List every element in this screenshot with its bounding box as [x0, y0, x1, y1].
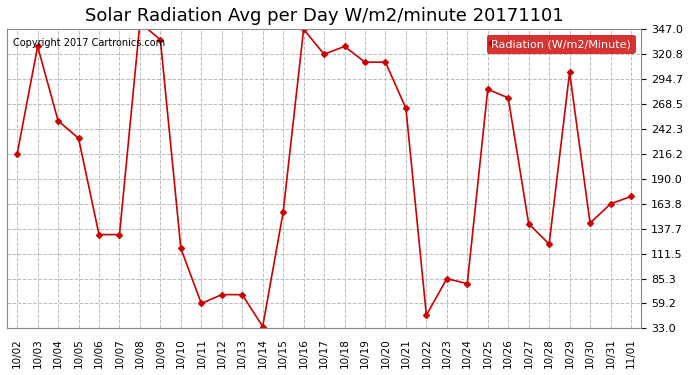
Radiation (W/m2/Minute) [382, 60, 390, 64]
Line: Radiation (W/m2/Minute): Radiation (W/m2/Minute) [15, 21, 633, 328]
Radiation (W/m2/Minute) [177, 246, 185, 250]
Radiation (W/m2/Minute) [340, 44, 348, 49]
Radiation (W/m2/Minute) [504, 96, 513, 100]
Radiation (W/m2/Minute) [443, 276, 451, 281]
Radiation (W/m2/Minute) [484, 87, 492, 92]
Radiation (W/m2/Minute) [627, 194, 635, 199]
Radiation (W/m2/Minute) [75, 136, 83, 141]
Radiation (W/m2/Minute) [217, 292, 226, 297]
Radiation (W/m2/Minute) [463, 281, 471, 286]
Radiation (W/m2/Minute) [361, 60, 369, 64]
Radiation (W/m2/Minute) [545, 242, 553, 246]
Radiation (W/m2/Minute) [95, 232, 104, 237]
Radiation (W/m2/Minute) [422, 313, 431, 317]
Radiation (W/m2/Minute) [197, 301, 206, 306]
Radiation (W/m2/Minute) [320, 52, 328, 57]
Radiation (W/m2/Minute) [156, 38, 164, 42]
Legend: Radiation (W/m2/Minute): Radiation (W/m2/Minute) [487, 35, 635, 54]
Radiation (W/m2/Minute) [259, 324, 267, 329]
Radiation (W/m2/Minute) [524, 221, 533, 226]
Radiation (W/m2/Minute) [299, 27, 308, 32]
Radiation (W/m2/Minute) [136, 20, 144, 25]
Title: Solar Radiation Avg per Day W/m2/minute 20171101: Solar Radiation Avg per Day W/m2/minute … [85, 7, 564, 25]
Radiation (W/m2/Minute) [115, 232, 124, 237]
Text: Copyright 2017 Cartronics.com: Copyright 2017 Cartronics.com [13, 38, 166, 48]
Radiation (W/m2/Minute) [402, 106, 410, 111]
Radiation (W/m2/Minute) [238, 292, 246, 297]
Radiation (W/m2/Minute) [279, 210, 287, 214]
Radiation (W/m2/Minute) [54, 118, 62, 123]
Radiation (W/m2/Minute) [34, 44, 42, 49]
Radiation (W/m2/Minute) [566, 70, 574, 74]
Radiation (W/m2/Minute) [13, 152, 21, 156]
Radiation (W/m2/Minute) [586, 221, 594, 225]
Radiation (W/m2/Minute) [607, 202, 615, 206]
